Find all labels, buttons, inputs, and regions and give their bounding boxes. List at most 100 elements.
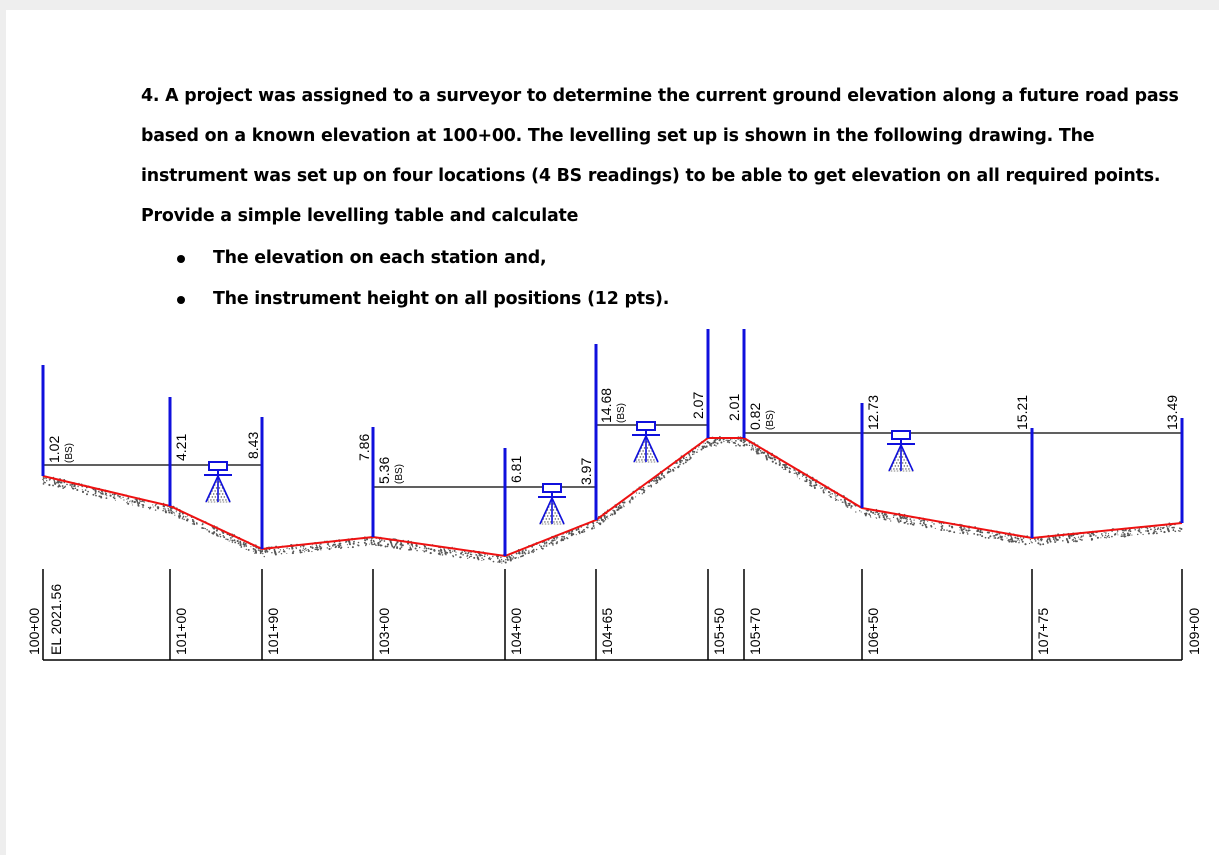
tripod-dot bbox=[639, 456, 641, 458]
ground-dot bbox=[118, 495, 121, 498]
ground-dot bbox=[551, 542, 553, 545]
ground-dot bbox=[548, 542, 551, 545]
ground-dot bbox=[186, 518, 189, 520]
ground-dot bbox=[476, 557, 479, 560]
ground-dot bbox=[977, 529, 980, 532]
ground-dot bbox=[240, 544, 242, 546]
tripod-dot bbox=[642, 450, 644, 452]
station-label: 109+00 bbox=[1186, 608, 1202, 655]
ground-dot bbox=[330, 547, 332, 549]
ground-dot bbox=[1077, 536, 1080, 538]
ground-dot bbox=[906, 516, 908, 519]
ground-dot bbox=[505, 558, 507, 561]
ground-dot bbox=[257, 549, 260, 551]
ground-dot bbox=[729, 439, 731, 442]
ground-dot bbox=[804, 481, 806, 483]
ground-dot bbox=[930, 524, 932, 527]
ground-dot bbox=[598, 519, 600, 521]
ground-dot bbox=[979, 533, 982, 536]
tripod-dot bbox=[214, 490, 216, 492]
ground-dot bbox=[1136, 533, 1139, 536]
ground-dot bbox=[545, 541, 548, 544]
ground-dot bbox=[799, 478, 801, 480]
ground-dot bbox=[219, 535, 222, 538]
ground-dot bbox=[245, 545, 248, 547]
station-label: 101+90 bbox=[265, 608, 281, 655]
ground-dot bbox=[299, 549, 302, 552]
ground-dot bbox=[1092, 533, 1095, 536]
ground-dot bbox=[865, 512, 868, 515]
ground-dot bbox=[173, 512, 175, 514]
ground-dot bbox=[117, 494, 119, 497]
ground-dot bbox=[889, 518, 891, 520]
ground-dot bbox=[650, 484, 652, 487]
tripod-dot bbox=[216, 493, 218, 495]
ground-dot bbox=[1171, 526, 1174, 529]
ground-dot bbox=[643, 489, 646, 492]
tripod-dot bbox=[548, 512, 550, 514]
ground-dot bbox=[704, 442, 707, 444]
ground-dot bbox=[377, 542, 379, 544]
ground-dot bbox=[755, 448, 757, 450]
ground-dot bbox=[778, 460, 781, 462]
ground-dot bbox=[137, 504, 140, 507]
tripod-dot bbox=[893, 468, 895, 470]
ground-dot bbox=[204, 527, 206, 530]
ground-dot bbox=[522, 554, 525, 557]
ground-dot bbox=[84, 489, 87, 491]
ground-dot bbox=[1174, 530, 1177, 533]
ground-dot bbox=[882, 516, 885, 519]
ground-dot bbox=[638, 492, 640, 494]
ground-dot bbox=[483, 555, 486, 558]
ground-dot bbox=[679, 460, 682, 463]
ground-dot bbox=[620, 505, 622, 507]
ground-dot bbox=[346, 540, 348, 543]
ground-dot bbox=[859, 510, 861, 512]
ground-dot bbox=[111, 493, 114, 495]
ground-dot bbox=[592, 523, 595, 525]
ground-dot bbox=[507, 559, 509, 562]
ground-dot bbox=[940, 523, 943, 525]
tripod-dot bbox=[554, 518, 556, 520]
ground-dot bbox=[469, 555, 471, 558]
ground-dot bbox=[604, 520, 606, 522]
ground-dot bbox=[825, 489, 827, 491]
tripod-dot bbox=[641, 453, 643, 455]
ground-dot bbox=[689, 456, 692, 459]
tripod-dot bbox=[552, 509, 555, 511]
station-label: 104+65 bbox=[599, 608, 615, 655]
tripod-dot bbox=[902, 468, 904, 470]
ground-dot bbox=[1089, 535, 1092, 538]
tripod-dot bbox=[901, 450, 903, 452]
ground-dot bbox=[231, 541, 233, 544]
ground-dot bbox=[743, 443, 746, 446]
ground-dot bbox=[448, 549, 451, 552]
ground-dot bbox=[981, 535, 984, 538]
ground-dot bbox=[834, 494, 836, 496]
tripod-dot bbox=[552, 503, 554, 505]
ground-dot bbox=[642, 488, 644, 491]
ground-dot bbox=[1160, 530, 1162, 533]
ground-dot bbox=[399, 547, 402, 550]
ground-dot bbox=[393, 545, 396, 548]
ground-dot bbox=[165, 511, 167, 513]
ground-dot bbox=[885, 515, 888, 518]
ground-dot bbox=[822, 491, 825, 494]
ground-dot bbox=[698, 446, 700, 448]
ground-dot bbox=[512, 558, 514, 560]
ground-dot bbox=[885, 518, 887, 521]
tripod-dot bbox=[896, 468, 898, 470]
tripod-dot bbox=[211, 496, 213, 498]
ground-dot bbox=[647, 485, 650, 487]
ground-dot bbox=[700, 448, 703, 451]
ground-dot bbox=[1140, 531, 1142, 534]
ground-dot bbox=[1155, 532, 1158, 535]
ground-dot bbox=[237, 542, 240, 544]
ground-dot bbox=[996, 533, 999, 536]
ground-dot bbox=[492, 555, 494, 558]
tripod-dot bbox=[215, 487, 218, 489]
ground-dot bbox=[1104, 536, 1106, 539]
ground-dot bbox=[796, 473, 799, 476]
tripod-dot bbox=[557, 518, 559, 520]
